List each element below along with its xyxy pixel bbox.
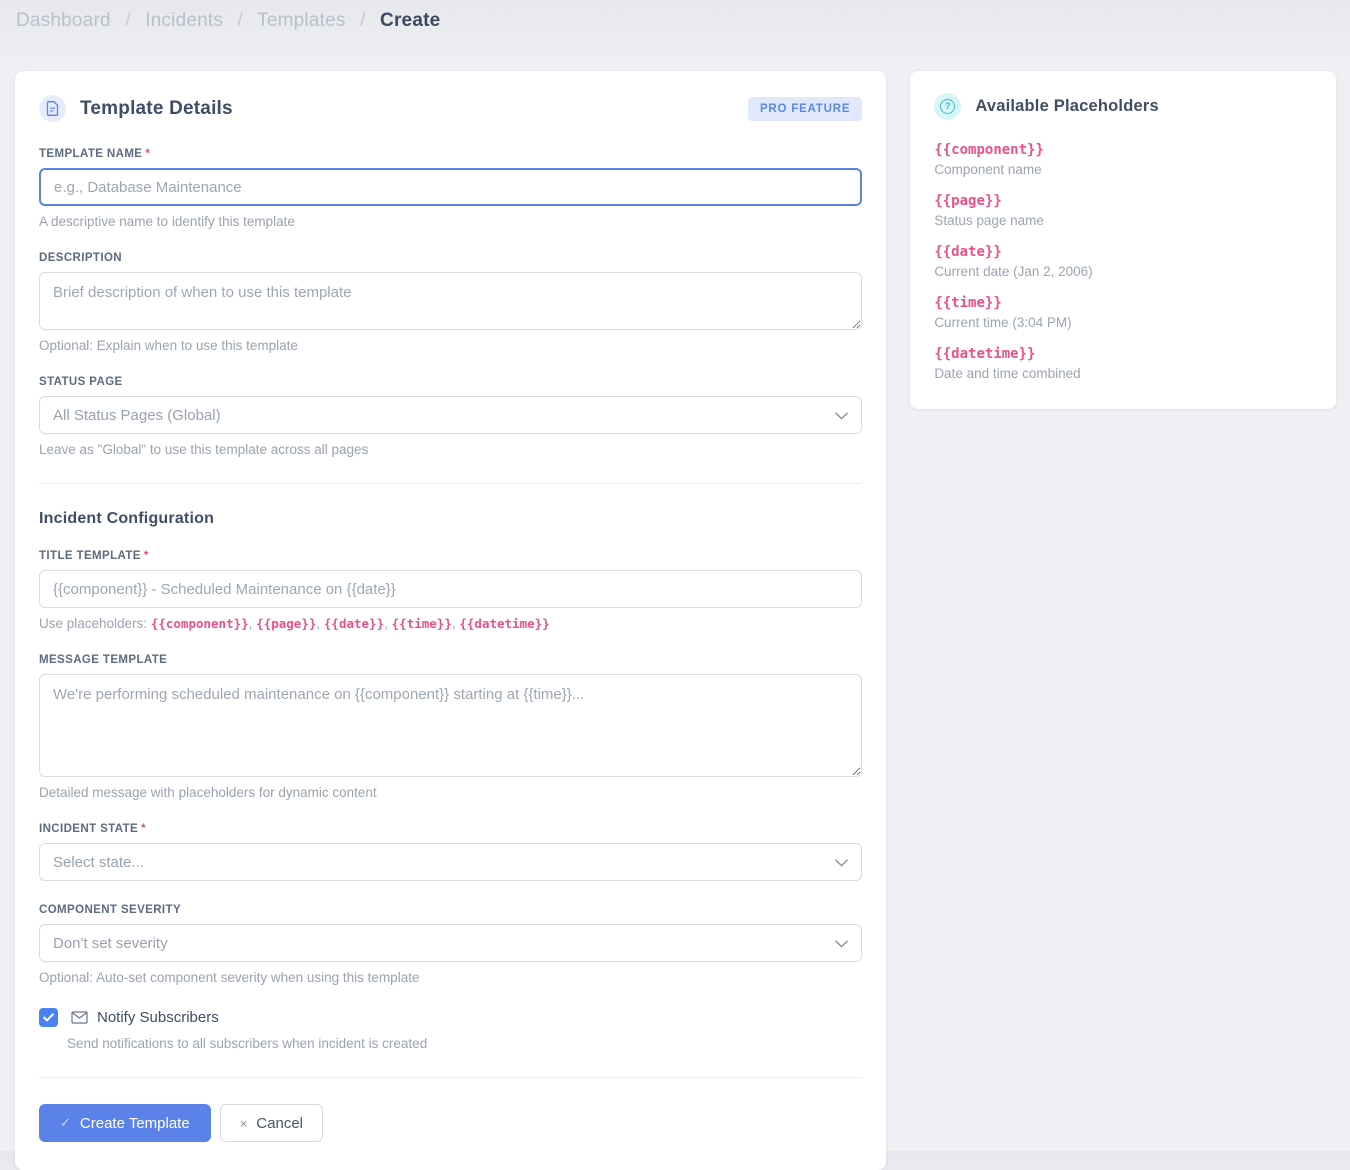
placeholder-code: {{page}} <box>256 616 317 631</box>
incident-configuration-heading: Incident Configuration <box>39 510 215 527</box>
incident-state-select-value: Select state... <box>53 853 144 871</box>
field-notify-subscribers: Notify Subscribers Send notifications to… <box>39 1008 862 1051</box>
breadcrumb-separator: / <box>125 10 131 31</box>
pro-feature-badge: PRO FEATURE <box>747 96 863 121</box>
component-severity-helper: Optional: Auto-set component severity wh… <box>39 970 420 985</box>
breadcrumb-separator: / <box>237 10 244 31</box>
status-page-select[interactable]: All Status Pages (Global) <box>39 396 863 434</box>
placeholder-item: {{page}} Status page name <box>934 193 1312 228</box>
placeholder-code: {{component}} <box>934 142 1044 158</box>
check-icon <box>43 1013 54 1022</box>
notify-subscribers-helper: Send notifications to all subscribers wh… <box>67 1036 428 1051</box>
cancel-button[interactable]: × Cancel <box>219 1104 323 1142</box>
field-template-name: Template Name* A descriptive name to ide… <box>39 148 863 229</box>
description-label: Description <box>39 252 122 264</box>
placeholder-item: {{date}} Current date (Jan 2, 2006) <box>934 244 1312 279</box>
placeholder-code: {{date}} <box>323 616 385 631</box>
actions-divider <box>39 1077 863 1078</box>
placeholder-description: Current time (3:04 PM) <box>934 315 1072 330</box>
envelope-icon <box>71 1011 88 1024</box>
field-description: Description Optional: Explain when to us… <box>39 252 863 353</box>
side-card-header: ? Available Placeholders <box>934 93 1312 120</box>
placeholder-code: {{time}} <box>391 616 452 631</box>
template-name-label: Template Name * <box>39 148 151 160</box>
title-template-helper: Use placeholders: {{component}}, {{page}… <box>39 616 862 631</box>
section-divider <box>39 483 863 484</box>
template-details-card: Template Details PRO FEATURE Template Na… <box>15 71 887 1170</box>
document-icon <box>39 95 66 122</box>
message-template-label: Message Template <box>39 654 168 666</box>
placeholder-code: {{datetime}} <box>459 616 550 631</box>
help-icon: ? <box>934 93 962 120</box>
placeholder-description: Status page name <box>934 213 1044 228</box>
required-marker: * <box>143 550 149 562</box>
field-incident-state: Incident State * Select state... <box>39 823 863 881</box>
title-template-input[interactable] <box>39 570 863 608</box>
card-header: Template Details PRO FEATURE <box>39 95 863 122</box>
breadcrumb: Dashboard / Incidents / Templates / Crea… <box>0 0 1350 32</box>
check-icon: ✓ <box>60 1115 71 1130</box>
description-textarea[interactable] <box>39 272 863 330</box>
placeholder-item: {{datetime}} Date and time combined <box>934 346 1312 381</box>
field-message-template: Message Template Detailed message with p… <box>39 654 863 800</box>
placeholder-description: Current date (Jan 2, 2006) <box>934 264 1093 279</box>
placeholder-code: {{component}} <box>150 616 249 631</box>
component-severity-select[interactable]: Don't set severity <box>39 924 863 962</box>
notify-subscribers-checkbox[interactable] <box>39 1008 58 1027</box>
field-component-severity: Component Severity Don't set severity Op… <box>39 904 863 985</box>
placeholder-code: {{datetime}} <box>934 346 1036 362</box>
status-page-select-value: All Status Pages (Global) <box>53 406 221 424</box>
create-template-button[interactable]: ✓ Create Template <box>39 1104 211 1142</box>
template-name-input[interactable] <box>39 168 863 206</box>
placeholder-code: {{date}} <box>934 244 1002 260</box>
required-marker: * <box>141 823 146 835</box>
breadcrumb-create: Create <box>380 10 441 31</box>
notify-subscribers-label[interactable]: Notify Subscribers <box>97 1009 219 1026</box>
close-icon: × <box>239 1115 248 1131</box>
title-template-label: Title Template * <box>39 550 149 562</box>
incident-state-select[interactable]: Select state... <box>39 843 863 881</box>
component-severity-select-value: Don't set severity <box>53 934 168 952</box>
chevron-down-icon <box>835 407 849 424</box>
breadcrumb-dashboard[interactable]: Dashboard <box>16 10 111 31</box>
placeholder-code: {{page}} <box>934 193 1002 209</box>
available-placeholders-card: ? Available Placeholders {{component}} C… <box>910 71 1336 409</box>
title-template-helper-codes: {{component}}, {{page}}, {{date}}, {{tim… <box>150 616 550 631</box>
breadcrumb-incidents[interactable]: Incidents <box>145 10 224 31</box>
description-helper: Optional: Explain when to use this templ… <box>39 338 298 353</box>
status-page-helper: Leave as "Global" to use this template a… <box>39 442 369 457</box>
breadcrumb-templates[interactable]: Templates <box>257 10 346 31</box>
incident-state-label: Incident State * <box>39 823 146 835</box>
title-template-helper-prefix: Use placeholders: <box>39 616 151 631</box>
chevron-down-icon <box>835 935 849 952</box>
chevron-down-icon <box>835 854 849 871</box>
placeholder-item: {{component}} Component name <box>934 142 1312 177</box>
placeholder-code: {{time}} <box>934 295 1002 311</box>
template-name-helper: A descriptive name to identify this temp… <box>39 214 295 229</box>
side-card-title: Available Placeholders <box>975 97 1159 115</box>
placeholder-description: Component name <box>934 162 1042 177</box>
placeholder-item: {{time}} Current time (3:04 PM) <box>934 295 1312 330</box>
status-page-label: Status Page <box>39 376 123 388</box>
required-marker: * <box>145 148 151 160</box>
field-title-template: Title Template* Use placeholders: {{comp… <box>39 550 863 631</box>
breadcrumb-separator: / <box>360 10 366 31</box>
card-title: Template Details <box>80 97 233 119</box>
placeholder-description: Date and time combined <box>934 366 1081 381</box>
field-status-page: Status Page All Status Pages (Global) Le… <box>39 376 863 457</box>
component-severity-label: Component Severity <box>39 904 182 916</box>
message-template-textarea[interactable] <box>39 674 863 777</box>
message-template-helper: Detailed message with placeholders for d… <box>39 785 377 800</box>
form-actions: ✓ Create Template × Cancel <box>39 1104 862 1142</box>
